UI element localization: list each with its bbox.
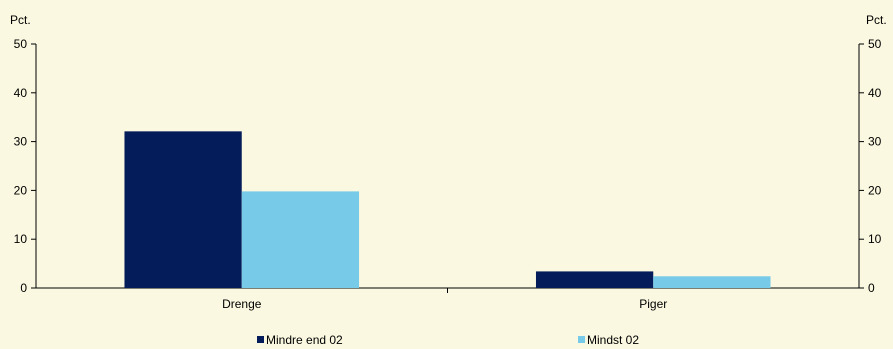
legend-label: Mindst 02 [587,333,639,347]
legend-swatch [257,336,264,343]
y-tick-label-left: 40 [14,86,28,100]
y-tick-label-right: 50 [868,37,882,51]
y-tick-label-left: 30 [14,135,28,149]
legend-swatch [578,336,585,343]
y-tick-label-left: 50 [14,37,28,51]
y-tick-label-left: 0 [20,281,27,295]
y-tick-label-left: 10 [14,232,28,246]
category-label: Drenge [222,297,262,311]
legend-item: Mindre end 02 [257,333,343,347]
y-axis-label-left: Pct. [10,13,31,27]
category-labels: Drenge Piger [222,297,667,311]
y-tick-label-left: 20 [14,183,28,197]
y-tick-label-right: 30 [868,135,882,149]
bar [653,276,771,288]
legend-item: Mindst 02 [578,333,639,347]
legend: Mindre end 02 Mindst 02 [257,333,639,347]
bar [124,131,242,288]
y-tick-label-right: 20 [868,183,882,197]
y-tick-label-right: 0 [868,281,875,295]
y-axis-label-right: Pct. [866,13,887,27]
legend-label: Mindre end 02 [266,333,343,347]
y-tick-label-right: 10 [868,232,882,246]
bars [124,131,771,288]
bar [535,271,654,288]
bar [241,191,360,288]
category-label: Piger [639,297,667,311]
y-tick-label-right: 40 [868,86,882,100]
